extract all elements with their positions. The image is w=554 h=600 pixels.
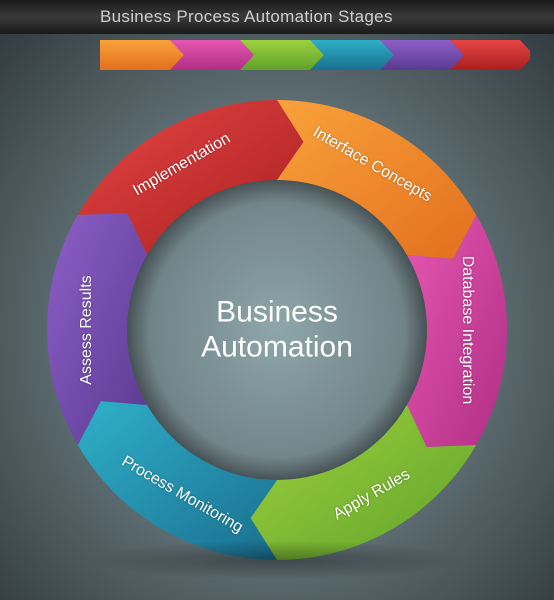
chevron-sequence [100,40,530,70]
header-bar: Business Process Automation Stages [0,0,554,34]
page-title: Business Process Automation Stages [100,7,393,27]
chevron-segment [100,40,184,70]
ring-shadow [87,540,467,580]
segment-label: Database Integration [458,256,476,405]
center-label-line1: Business [201,296,353,331]
process-ring: Business Automation Interface ConceptsDa… [47,100,507,560]
segment-label: Assess Results [78,275,96,384]
center-label: Business Automation [201,296,353,365]
center-label-line2: Automation [201,330,353,365]
